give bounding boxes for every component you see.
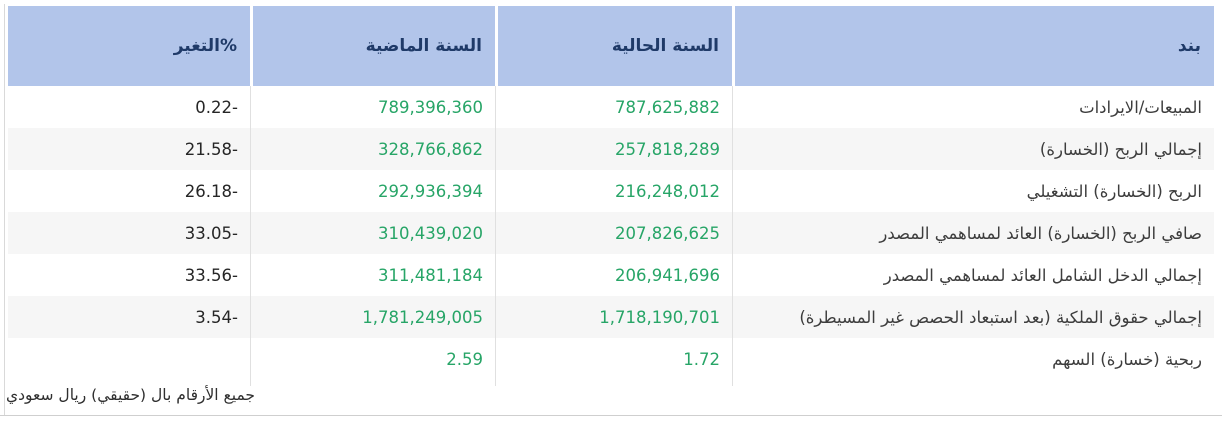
column-header-item: بند: [735, 6, 1214, 86]
cell-current-year: 1,718,190,701: [599, 307, 720, 327]
column-divider: [250, 86, 251, 386]
cell-current-year: 787,625,882: [615, 97, 720, 117]
table-header-row: بند السنة الحالية السنة الماضية التغير%: [8, 6, 1214, 86]
cell-change-percent: -21.58: [184, 139, 238, 159]
column-divider: [732, 86, 733, 386]
cell-item: إجمالي الدخل الشامل العائد لمساهمي المصد…: [883, 265, 1202, 285]
cell-item: إجمالي الربح (الخسارة): [1039, 139, 1202, 159]
cell-previous-year: 310,439,020: [378, 223, 483, 243]
cell-previous-year: 1,781,249,005: [362, 307, 483, 327]
bottom-divider: [0, 415, 1222, 416]
cell-change-percent: [8, 338, 250, 380]
cell-change-percent: -0.22: [195, 97, 238, 117]
column-header-change-percent: التغير%: [8, 6, 250, 86]
column-header-current-year: السنة الحالية: [498, 6, 732, 86]
cell-previous-year: 789,396,360: [378, 97, 483, 117]
table-body: المبيعات/الايرادات 787,625,882 789,396,3…: [8, 86, 1214, 380]
cell-current-year: 216,248,012: [615, 181, 720, 201]
cell-current-year: 1.72: [683, 349, 720, 369]
table-row: إجمالي حقوق الملكية (بعد استبعاد الحصص غ…: [8, 296, 1214, 338]
cell-change-percent: -33.05: [184, 223, 238, 243]
cell-item: الربح (الخسارة) التشغيلي: [1026, 181, 1202, 201]
cell-change-percent: -26.18: [184, 181, 238, 201]
column-header-previous-year: السنة الماضية: [253, 6, 495, 86]
cell-item: المبيعات/الايرادات: [1079, 97, 1202, 117]
financials-table: بند السنة الحالية السنة الماضية التغير% …: [8, 6, 1214, 380]
cell-previous-year: 311,481,184: [378, 265, 483, 285]
column-divider: [495, 86, 496, 386]
table-row: الربح (الخسارة) التشغيلي 216,248,012 292…: [8, 170, 1214, 212]
footnote: جميع الأرقام بال (حقيقي) ريال سعودي: [6, 386, 256, 404]
cell-item: ربحية (خسارة) السهم: [1052, 349, 1202, 369]
table-left-border: [4, 4, 5, 415]
cell-current-year: 206,941,696: [615, 265, 720, 285]
table-row: إجمالي الربح (الخسارة) 257,818,289 328,7…: [8, 128, 1214, 170]
cell-item: صافي الربح (الخسارة) العائد لمساهمي المص…: [879, 223, 1202, 243]
cell-current-year: 257,818,289: [615, 139, 720, 159]
table-row: ربحية (خسارة) السهم 1.72 2.59: [8, 338, 1214, 380]
table-row: المبيعات/الايرادات 787,625,882 789,396,3…: [8, 86, 1214, 128]
cell-change-percent: -3.54: [195, 307, 238, 327]
table-row: صافي الربح (الخسارة) العائد لمساهمي المص…: [8, 212, 1214, 254]
table-row: إجمالي الدخل الشامل العائد لمساهمي المصد…: [8, 254, 1214, 296]
cell-previous-year: 328,766,862: [378, 139, 483, 159]
cell-item: إجمالي حقوق الملكية (بعد استبعاد الحصص غ…: [799, 307, 1202, 327]
cell-previous-year: 292,936,394: [378, 181, 483, 201]
cell-previous-year: 2.59: [446, 349, 483, 369]
cell-current-year: 207,826,625: [615, 223, 720, 243]
cell-change-percent: -33.56: [184, 265, 238, 285]
